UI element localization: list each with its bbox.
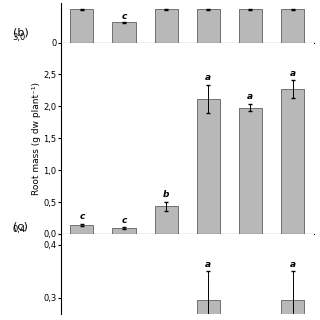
Text: a: a [290,68,296,78]
Bar [281,89,304,234]
Bar [70,225,93,234]
Text: b: b [163,190,169,199]
Y-axis label: Root mass (g dw plant⁻¹): Root mass (g dw plant⁻¹) [32,82,41,195]
Bar [70,9,93,43]
Text: a: a [290,260,296,269]
Text: a: a [205,260,211,269]
Text: c: c [121,216,127,225]
Bar [197,99,220,234]
Bar [112,228,136,234]
Text: 3,0: 3,0 [13,33,26,42]
Text: 0,4: 0,4 [13,225,26,234]
Text: c: c [79,212,84,221]
Bar [197,9,220,43]
Text: (b): (b) [13,28,28,38]
Text: (c): (c) [13,222,28,232]
Bar [197,300,220,320]
Bar [155,9,178,43]
Bar [112,22,136,43]
Bar [281,300,304,320]
Bar [239,9,262,43]
Bar [281,9,304,43]
Text: c: c [121,12,127,21]
Text: a: a [247,92,253,101]
Text: a: a [205,73,211,82]
Bar [239,108,262,234]
Bar [155,206,178,234]
